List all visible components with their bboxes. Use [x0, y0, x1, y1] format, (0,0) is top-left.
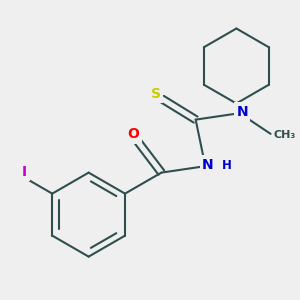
Text: I: I — [22, 165, 27, 179]
Text: S: S — [151, 87, 160, 101]
Text: N: N — [202, 158, 214, 172]
Text: O: O — [128, 128, 140, 142]
Text: CH₃: CH₃ — [273, 130, 296, 140]
Text: N: N — [236, 105, 248, 119]
Text: H: H — [222, 159, 232, 172]
